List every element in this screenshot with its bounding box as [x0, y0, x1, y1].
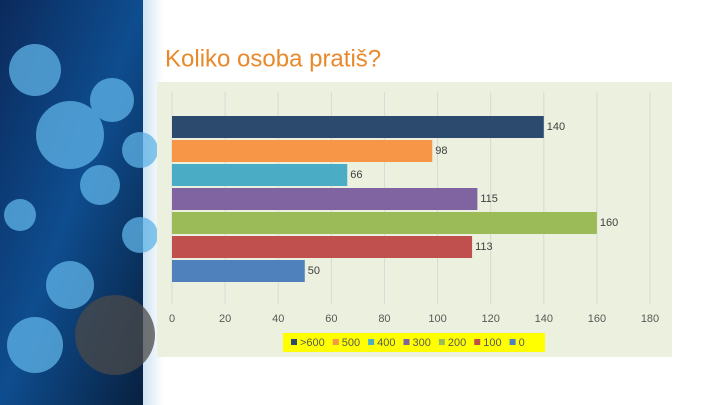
decor-icons	[4, 44, 158, 375]
x-tick-label: 60	[325, 313, 337, 325]
legend-swatch	[438, 339, 445, 345]
bar	[172, 236, 473, 258]
legend-label: >600	[300, 337, 325, 349]
legend-label: 100	[483, 337, 501, 349]
chart-title: Koliko osoba pratiš?	[165, 45, 381, 72]
value-label: 160	[600, 217, 618, 229]
value-label: 98	[435, 145, 447, 157]
bar	[172, 116, 544, 138]
legend-swatch	[332, 339, 339, 345]
legend-label: 200	[448, 337, 466, 349]
legend-swatch	[368, 339, 375, 345]
x-tick-label: 0	[169, 313, 175, 325]
value-label: 140	[547, 121, 565, 133]
bar	[172, 164, 348, 186]
x-tick-label: 180	[641, 313, 659, 325]
legend-swatch	[474, 339, 481, 345]
x-tick-label: 100	[428, 313, 446, 325]
x-tick-label: 120	[481, 313, 499, 325]
value-label: 113	[475, 241, 493, 253]
legend-swatch	[291, 339, 297, 345]
value-label: 115	[480, 193, 498, 205]
legend-box	[283, 333, 545, 352]
legend-label: 300	[413, 337, 431, 349]
legend-label: 400	[377, 337, 395, 349]
x-tick-label: 40	[272, 313, 284, 325]
legend-label: 500	[342, 337, 360, 349]
bar	[172, 260, 305, 282]
bar	[172, 140, 433, 162]
bar	[172, 212, 597, 234]
value-label: 50	[308, 265, 320, 277]
legend-label: 0	[519, 337, 525, 349]
legend-swatch	[509, 339, 516, 345]
x-tick-label: 160	[588, 313, 606, 325]
value-label: 66	[350, 169, 362, 181]
x-tick-label: 20	[219, 313, 231, 325]
x-tick-label: 140	[535, 313, 553, 325]
bar	[172, 188, 478, 210]
legend-swatch	[403, 339, 410, 345]
x-tick-label: 80	[378, 313, 390, 325]
